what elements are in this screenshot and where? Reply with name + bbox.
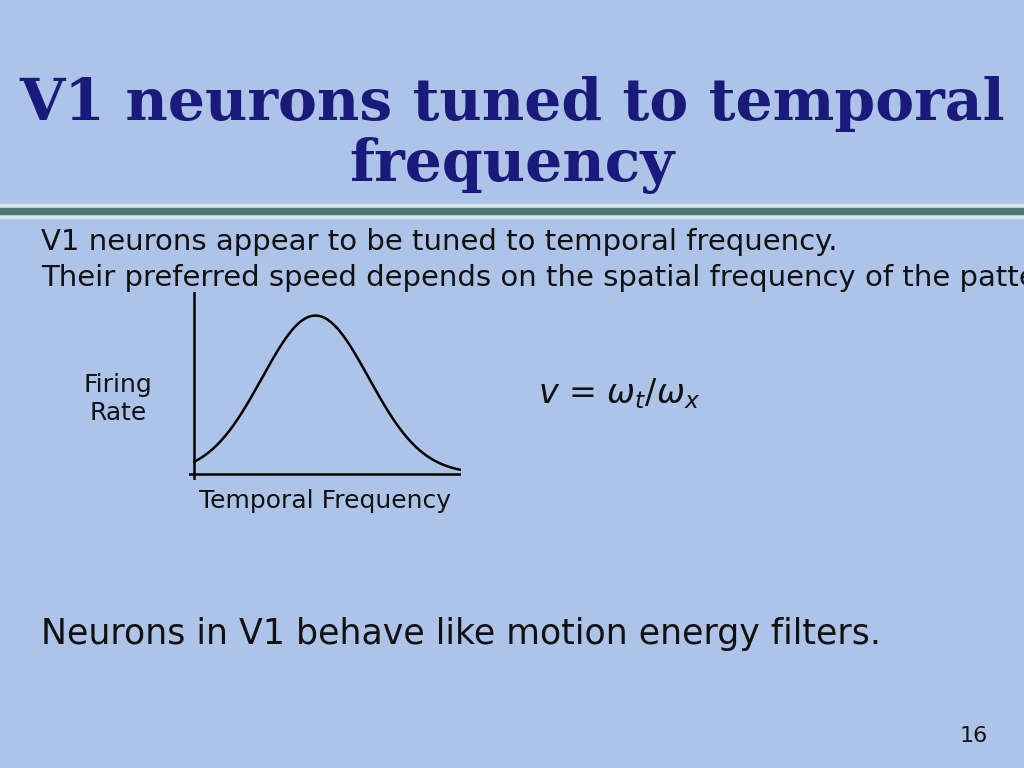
Text: V1 neurons appear to be tuned to temporal frequency.: V1 neurons appear to be tuned to tempora…: [41, 228, 838, 256]
Text: Firing
Rate: Firing Rate: [83, 373, 153, 425]
Text: 16: 16: [959, 727, 988, 746]
Text: frequency: frequency: [349, 137, 675, 194]
Text: Temporal Frequency: Temporal Frequency: [199, 488, 451, 513]
Text: V1 neurons tuned to temporal: V1 neurons tuned to temporal: [19, 76, 1005, 131]
Text: $\mathit{v}$ = $\omega_t$/$\omega_x$: $\mathit{v}$ = $\omega_t$/$\omega_x$: [538, 376, 699, 412]
Text: Neurons in V1 behave like motion energy filters.: Neurons in V1 behave like motion energy …: [41, 617, 881, 650]
Text: Their preferred speed depends on the spatial frequency of the pattern.: Their preferred speed depends on the spa…: [41, 264, 1024, 292]
